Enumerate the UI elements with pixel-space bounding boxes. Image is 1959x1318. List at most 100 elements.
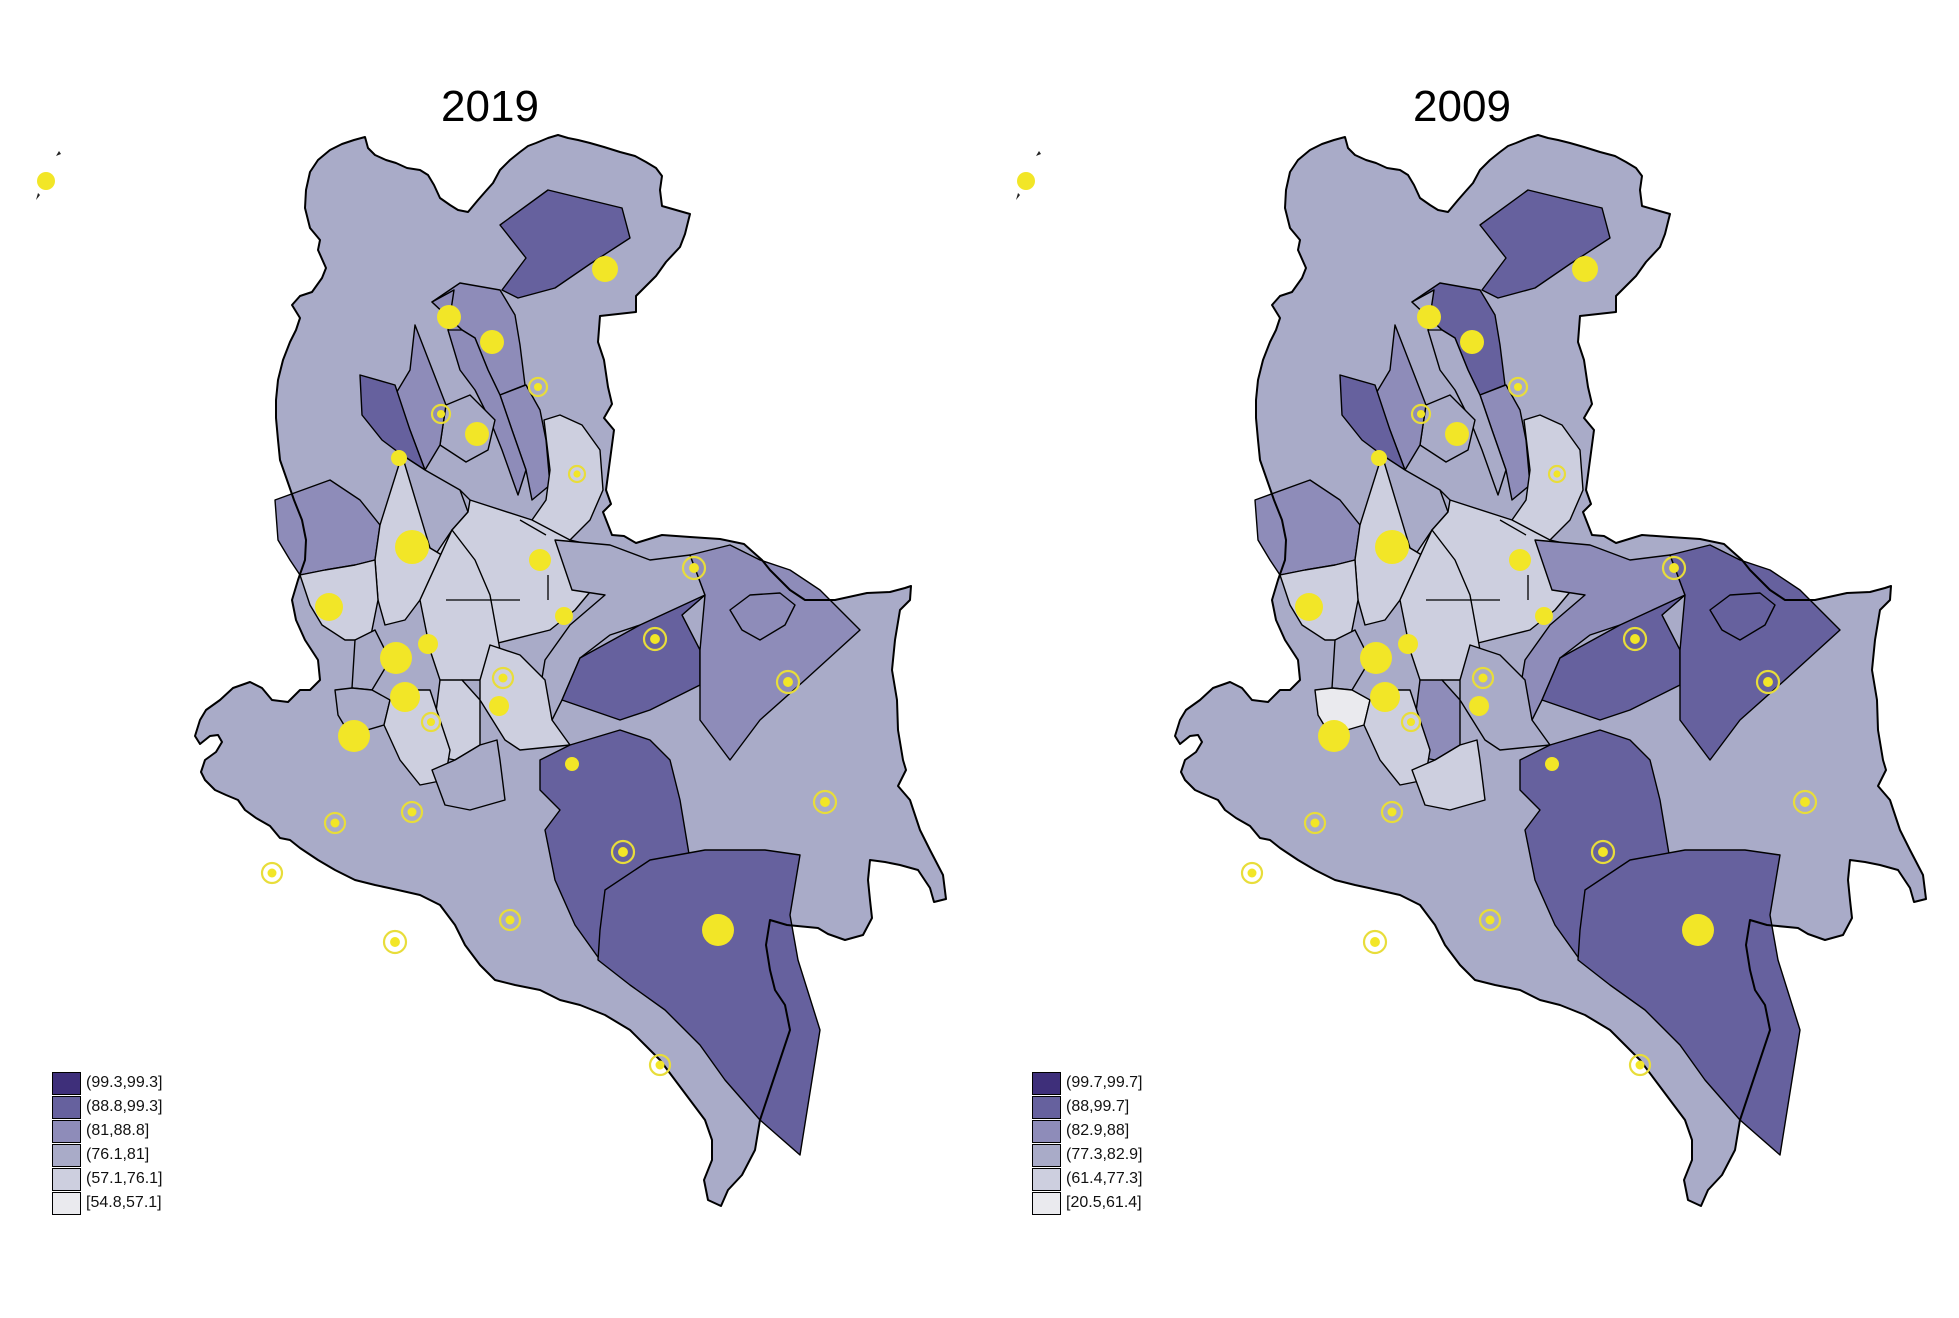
legend-entry: (57.1,76.1] [52,1167,163,1191]
legend-label: (99.3,99.3] [86,1074,163,1091]
city-marker-ring [260,861,284,885]
city-marker [1469,696,1489,716]
city-marker-ring [1478,908,1502,932]
city-marker-dot [390,937,400,947]
city-marker [1398,634,1418,654]
legend-entry: (61.4,77.3] [1032,1167,1143,1191]
city-marker-ring [1362,929,1388,955]
department-region [531,414,604,541]
city-marker-dot [1598,847,1608,857]
department-region [1479,189,1611,299]
city-marker-ring [430,403,452,425]
city-marker-dot [1478,673,1488,683]
city-marker [489,696,509,716]
city-marker-ring [610,839,636,865]
legend-entry: (99.7,99.7] [1032,1071,1143,1095]
legend-swatch [52,1095,81,1119]
legend-swatch [1032,1071,1061,1095]
legend-entry: (76.1,81] [52,1143,163,1167]
city-marker-ring [1410,403,1432,425]
country-outline [194,134,947,1207]
city-marker [1460,330,1484,354]
island [56,151,61,156]
legend-label: (88.8,99.3] [86,1098,163,1115]
city-marker [465,422,489,446]
legend: (99.3,99.3] (88.8,99.3] (81,88.8] (76.1,… [52,1071,163,1215]
city-marker-dot [1310,818,1320,828]
city-marker [380,642,412,674]
legend-label: (99.7,99.7] [1066,1074,1143,1091]
city-marker-dot [1485,915,1495,925]
city-marker-ring [1628,1053,1652,1077]
city-marker-dot [1387,807,1397,817]
city-marker [702,914,734,946]
city-marker-dot [1247,868,1257,878]
city-marker-dot [505,915,515,925]
city-marker-dot [1669,563,1679,573]
city-marker-dot [1416,409,1426,419]
city-marker-dot [689,563,699,573]
department-region [1709,592,1776,641]
department-region [1511,414,1584,541]
city-marker-ring [1471,666,1495,690]
city-marker-ring [681,555,707,581]
department-region [597,849,821,1156]
city-marker-ring [1755,669,1781,695]
legend-swatch [1032,1119,1061,1143]
department-border [1428,329,1451,501]
city-marker-dot [1513,382,1523,392]
island [36,193,40,200]
city-marker [37,172,55,190]
legend-swatch [1032,1191,1061,1215]
city-marker-ring [812,789,838,815]
department-region [499,189,631,299]
legend-swatch [1032,1095,1061,1119]
city-marker [1371,450,1387,466]
legend-entry: (82.9,88] [1032,1119,1143,1143]
choropleth-map [36,134,947,1207]
city-marker [1682,914,1714,946]
legend-entry: (99.3,99.3] [52,1071,163,1095]
city-marker-dot [618,847,628,857]
panel-title: 2019 [441,82,539,131]
legend-entry: (77.3,82.9] [1032,1143,1143,1167]
legend: (99.7,99.7] (88,99.7] (82.9,88] (77.3,82… [1032,1071,1143,1215]
city-marker-ring [1400,711,1422,733]
legend-entry: (88,99.7] [1032,1095,1143,1119]
city-marker-dot [498,673,508,683]
city-marker [1370,682,1400,712]
legend-swatch [52,1071,81,1095]
legend-entry: [54.8,57.1] [52,1191,163,1215]
choropleth-map [1016,134,1927,1207]
legend-label: (81,88.8] [86,1122,150,1139]
city-marker-dot [436,409,446,419]
department-region [431,739,506,811]
city-marker [1417,305,1441,329]
department-border [448,329,471,501]
city-marker-dot [1763,677,1773,687]
country-outline [1174,134,1927,1207]
city-marker [437,305,461,329]
department-region [479,644,571,751]
legend-label: (76.1,81] [86,1146,150,1163]
legend-entry: [20.5,61.4] [1032,1191,1143,1215]
department-border [446,519,549,601]
department-region [1669,544,1841,761]
city-marker [1360,642,1392,674]
legend-label: (82.9,88] [1066,1122,1130,1139]
city-marker-dot [655,1060,665,1070]
department-region [351,629,391,691]
city-marker [1445,422,1469,446]
city-marker-dot [426,717,436,727]
city-marker-ring [775,669,801,695]
city-marker-ring [1661,555,1687,581]
city-marker-ring [1547,464,1567,484]
legend-swatch [52,1191,81,1215]
city-marker-ring [498,908,522,932]
legend-entry: (81,88.8] [52,1119,163,1143]
city-marker-dot [330,818,340,828]
department-region [729,592,796,641]
department-region [431,289,527,496]
legend-label: (61.4,77.3] [1066,1170,1143,1187]
city-marker [1572,256,1598,282]
